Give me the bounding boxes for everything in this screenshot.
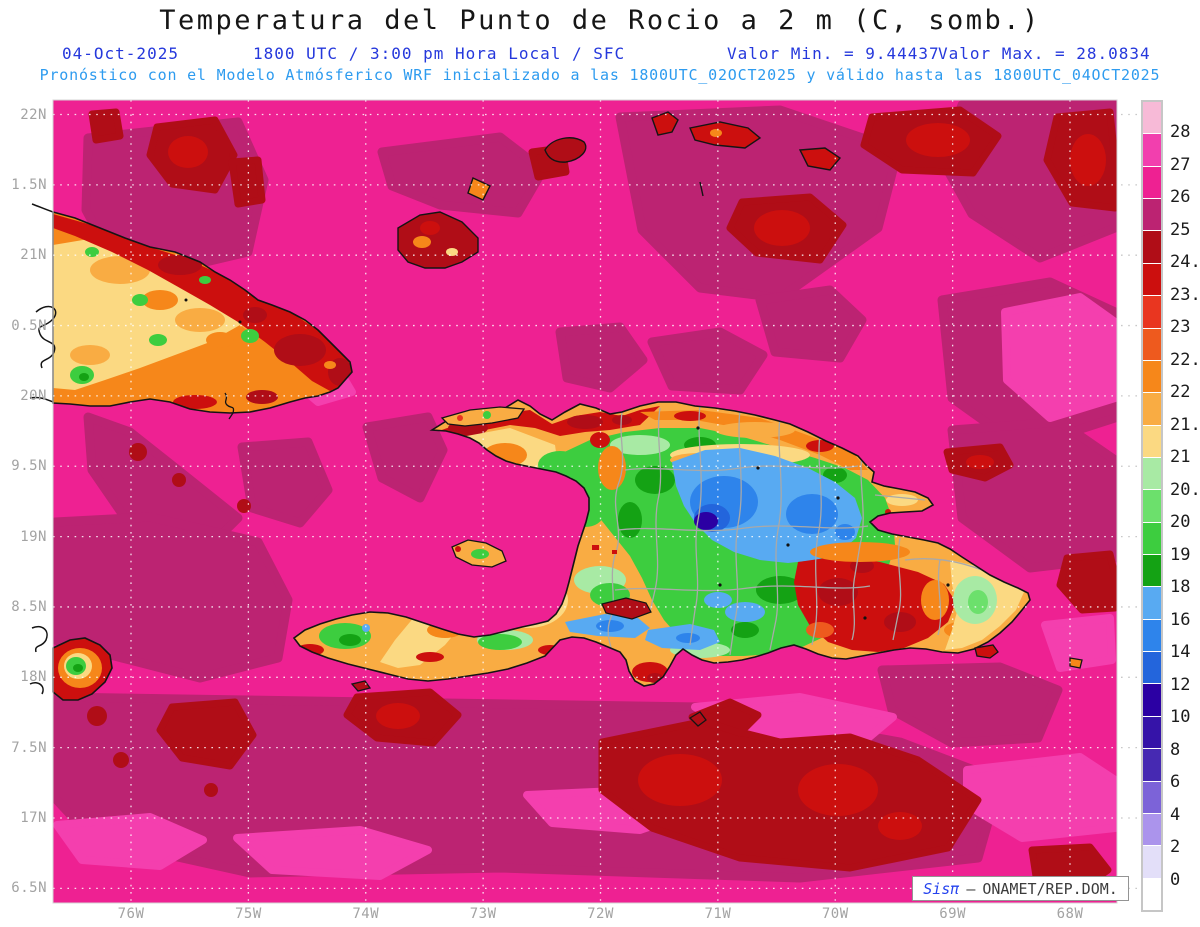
value-max-readout: Valor Max. = 28.0834 [938,44,1151,63]
x-tick-label: 70W [821,906,849,922]
sea-layer [53,100,1117,903]
sispi-logo: Sisπ [923,879,960,898]
colorbar-band [1143,846,1161,879]
y-tick-label: 21N [20,247,47,264]
colorbar-band [1143,134,1161,167]
lake-enriquillo [601,597,652,620]
colorbar-band [1143,555,1161,588]
colorbar-label: 20.5 [1170,479,1200,500]
colorbar-band [1143,522,1161,556]
x-tick-label: 71W [704,906,732,922]
x-tick-label: 69W [939,906,967,922]
y-tick-label: 0.5N [11,317,47,334]
hispaniola-island [293,399,1031,687]
colorbar-band [1143,684,1161,717]
valid-time-info: 1800 UTC / 3:00 pm Hora Local / SFC [253,44,626,63]
colorbar-label: 16 [1170,609,1191,630]
x-tick-label: 76W [117,906,145,922]
colorbar-label: 23 [1170,317,1191,338]
colorbar-label: 22.5 [1170,349,1200,370]
colorbar-band [1143,231,1161,264]
colorbar-label: 14 [1170,642,1191,663]
colorbar-label: 25 [1170,219,1191,240]
colorbar-label: 27 [1170,154,1191,175]
colorbar-band [1143,587,1161,620]
colorbar-band [1143,457,1161,491]
y-tick-label: 18N [20,669,47,686]
colorbar-band [1143,328,1161,361]
colorbar-label: 20 [1170,512,1191,533]
colorbar-band [1143,878,1161,910]
watermark-org: ONAMET/REP.DOM. [982,879,1118,898]
colorbar-label: 21.5 [1170,414,1200,435]
colorbar-label: 0 [1170,869,1181,890]
colorbar-band [1143,425,1161,458]
map-title: Temperatura del Punto de Rocio a 2 m (C,… [159,5,1041,36]
jamaica-island [52,637,113,701]
colorbar-band [1143,296,1161,329]
y-tick-label: 22N [20,106,47,123]
x-tick-label: 68W [1056,906,1084,922]
temperature-colorbar [1141,100,1163,912]
colorbar-label: 21 [1170,447,1191,468]
colorbar-band [1143,263,1161,297]
colorbar-band [1143,393,1161,426]
edge-coastline-fragments [29,203,57,695]
y-tick-label: 8.5N [11,598,47,615]
y-tick-label: 6.5N [11,880,47,897]
colorbar-band [1143,490,1161,523]
x-tick-label: 74W [352,906,380,922]
colorbar-label: 23.5 [1170,284,1200,305]
colorbar-band [1143,652,1161,685]
colorbar-band [1143,781,1161,814]
bahamas-turks-islands [397,111,842,269]
valid-date: 04-Oct-2025 [62,44,179,63]
colorbar-label: 12 [1170,674,1191,695]
colorbar-label: 4 [1170,804,1181,825]
colorbar-label: 22 [1170,382,1191,403]
cuba-island [52,211,353,420]
y-tick-label: 9.5N [11,458,47,475]
watermark-dash: – [966,879,976,898]
colorbar-band [1143,619,1161,653]
lat-lon-gridlines [53,100,1139,903]
small-islands [350,406,1083,727]
forecast-init-line: Pronóstico con el Modelo Atmósferico WRF… [39,66,1161,84]
colorbar-label: 19 [1170,544,1191,565]
y-tick-label: 17N [20,810,47,826]
y-tick-label: 1.5N [11,176,47,193]
x-tick-label: 75W [234,906,262,922]
value-min-readout: Valor Min. = 9.44437 [727,44,940,63]
colorbar-band [1143,102,1161,135]
colorbar-label: 18 [1170,577,1191,598]
watermark-box: Sisπ – ONAMET/REP.DOM. [912,876,1129,901]
colorbar-band [1143,813,1161,847]
y-tick-label: 7.5N [11,739,47,756]
colorbar-band [1143,199,1161,232]
y-tick-label: 20N [20,387,47,404]
colorbar-label: 28 [1170,122,1191,143]
colorbar-label: 24.5 [1170,252,1200,273]
x-tick-label: 72W [587,906,614,922]
map-frame [52,99,1118,904]
colorbar-label: 8 [1170,739,1181,760]
y-tick-label: 19N [20,528,47,545]
colorbar-band [1143,716,1161,750]
colorbar-band [1143,749,1161,782]
x-tick-label: 73W [469,906,497,922]
colorbar-label: 6 [1170,772,1181,793]
colorbar-label: 26 [1170,187,1191,208]
colorbar-band [1143,166,1161,200]
colorbar-band [1143,360,1161,394]
colorbar-label: 2 [1170,837,1181,858]
colorbar-label: 10 [1170,707,1191,728]
